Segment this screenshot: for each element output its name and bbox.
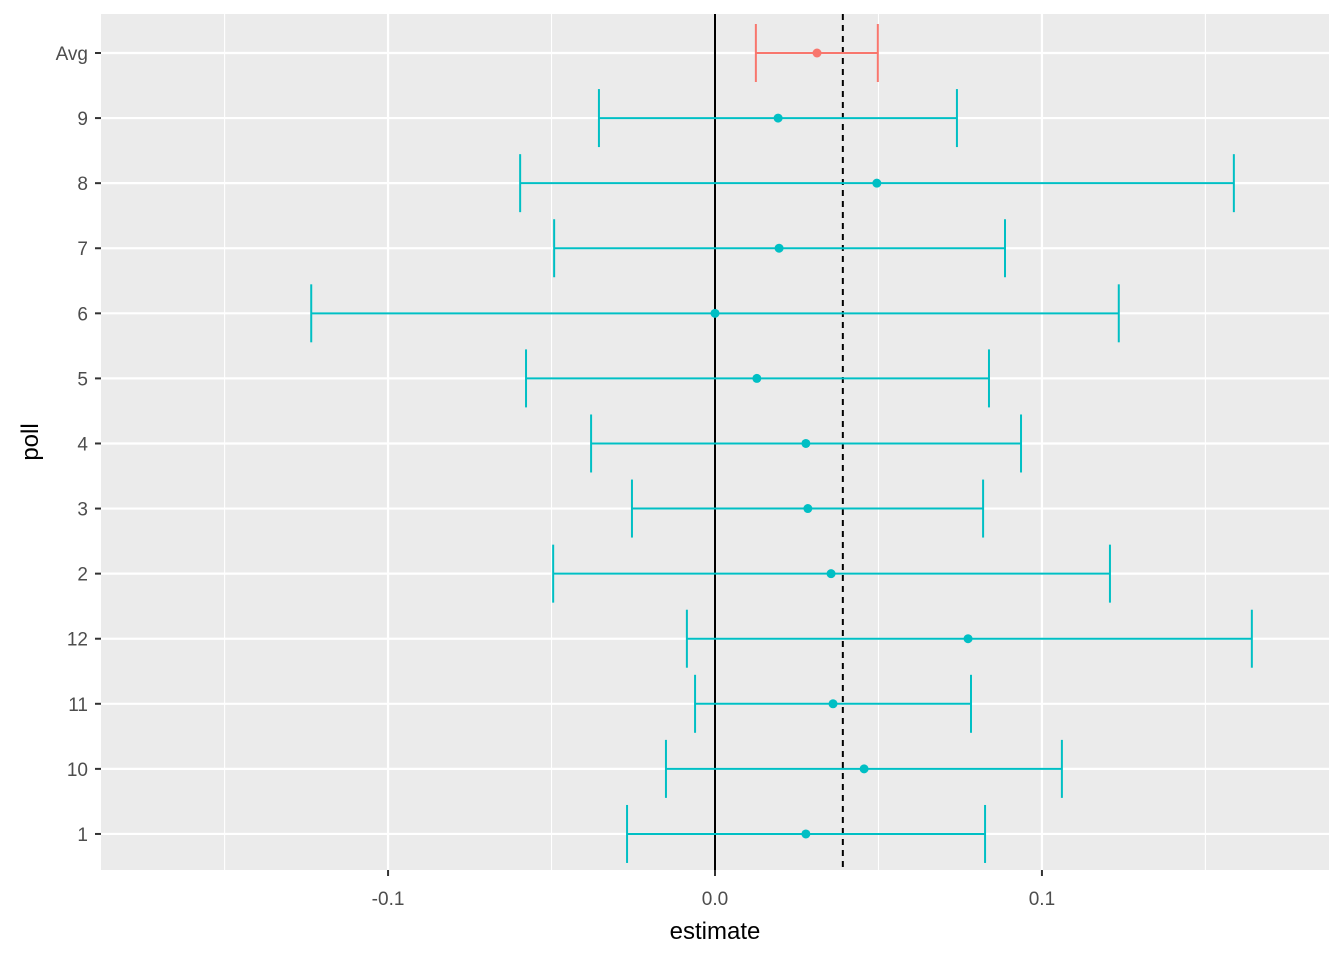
errorbar-Avg: [754, 24, 879, 82]
y-axis: Avg 9 8 7 6 5 4 3 2 12 11 10 1: [56, 44, 101, 846]
y-tick-label: 12: [67, 630, 88, 651]
y-tick-label: 10: [67, 760, 88, 781]
errorbar-12: [685, 609, 1253, 668]
estimate-point: [828, 699, 838, 709]
errorbar-10: [664, 739, 1063, 798]
estimate-point: [803, 504, 813, 514]
y-tick-label: 1: [77, 825, 88, 846]
estimate-point: [859, 764, 869, 774]
errorbar-9: [597, 89, 958, 148]
y-tick-label: 4: [77, 434, 88, 455]
errorbar-8: [519, 154, 1235, 213]
estimate-point: [801, 829, 811, 839]
estimate-point: [773, 113, 783, 123]
reference-lines: [714, 14, 844, 870]
errorbar-7: [553, 219, 1006, 278]
errorbar-1: [626, 804, 987, 863]
errorbar-5: [525, 349, 990, 408]
y-tick-label: 6: [77, 304, 88, 325]
estimate-point: [801, 438, 811, 448]
estimate-point: [752, 373, 762, 383]
y-tick-label: 7: [77, 239, 88, 260]
errorbar-4: [590, 414, 1023, 473]
estimate-point: [710, 308, 720, 318]
estimate-point: [872, 178, 882, 188]
x-tick-label: 0.0: [702, 889, 728, 910]
errorbar-6: [310, 284, 1120, 343]
y-tick-label: 3: [77, 500, 88, 521]
y-tick-label: Avg: [56, 44, 88, 65]
y-tick-label: 8: [77, 174, 88, 195]
error-bars: [310, 24, 1253, 863]
x-tick-label: -0.1: [372, 889, 405, 910]
y-axis-title: poll: [17, 423, 44, 460]
y-tick-label: 9: [77, 109, 88, 130]
y-tick-label: 11: [68, 695, 88, 716]
x-axis: -0.1 0.0 0.1: [372, 870, 1055, 910]
errorbar-2: [552, 544, 1111, 603]
estimate-point: [826, 569, 836, 579]
errorbar-11: [694, 674, 972, 733]
y-tick-label: 2: [77, 565, 88, 586]
errorbar-3: [630, 479, 985, 538]
estimate-point: [812, 48, 822, 58]
y-tick-label: 5: [77, 369, 88, 390]
x-tick-label: 0.1: [1029, 889, 1055, 910]
x-axis-title: estimate: [670, 918, 761, 945]
estimate-point: [963, 634, 973, 644]
estimate-point: [774, 243, 784, 253]
